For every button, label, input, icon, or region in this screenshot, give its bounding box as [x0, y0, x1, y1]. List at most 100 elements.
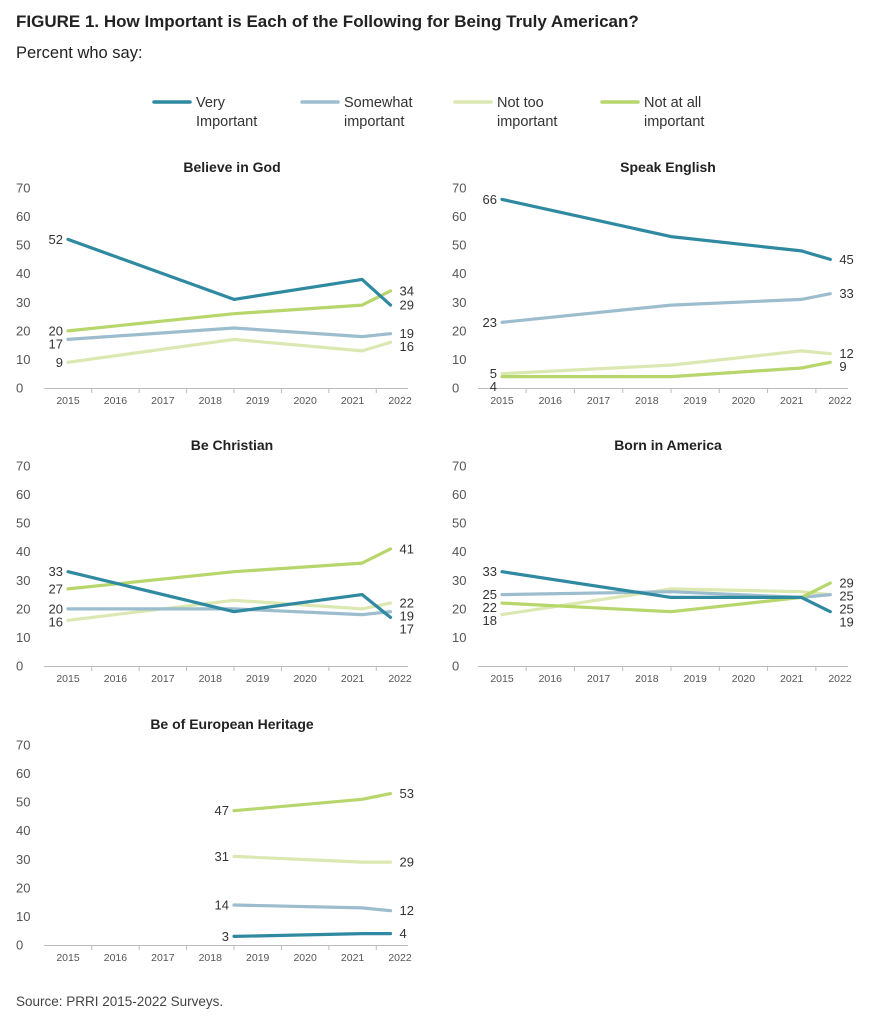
- legend-label-very-important: Very: [196, 95, 226, 111]
- speak-english-y-tick-10: 10: [452, 352, 466, 367]
- believe-in-god-data-label-not-at-all-important: 20: [49, 323, 63, 338]
- speak-english-x-tick-2015: 2015: [490, 395, 514, 407]
- born-in-america-data-label-not-at-all-important: 22: [483, 600, 497, 615]
- born-in-america-data-label-very-important: 33: [483, 564, 497, 579]
- be-of-european-heritage-x-tick-2019: 2019: [246, 952, 270, 964]
- be-of-european-heritage-line-not-at-all-important: [232, 791, 393, 813]
- believe-in-god-line-not-too-important: [66, 337, 393, 364]
- be-christian-data-label-somewhat-important: 19: [400, 609, 414, 624]
- be-of-european-heritage-line-somewhat-important: [232, 903, 393, 913]
- be-of-european-heritage-y-tick-0: 0: [16, 938, 23, 953]
- believe-in-god-y-tick-0: 0: [16, 381, 23, 396]
- speak-english-data-label-not-at-all-important: 4: [490, 379, 497, 394]
- legend-label-very-important: Important: [196, 114, 257, 130]
- be-of-european-heritage-x-tick-2016: 2016: [104, 952, 128, 964]
- be-christian-y-tick-30: 30: [16, 573, 30, 588]
- born-in-america-data-label-not-too-important: 18: [483, 613, 497, 628]
- be-of-european-heritage-data-label-somewhat-important: 12: [400, 903, 414, 918]
- believe-in-god-line-somewhat-important: [66, 326, 393, 341]
- be-of-european-heritage-data-label-somewhat-important: 14: [215, 898, 229, 913]
- line-charts-figure: Very Important Somewhat important Not too imp…: [16, 95, 854, 964]
- speak-english-x-tick-2020: 2020: [732, 395, 756, 407]
- believe-in-god-data-label-very-important: 52: [49, 232, 63, 247]
- be-christian-x-tick-2015: 2015: [56, 673, 80, 685]
- born-in-america-data-label-very-important: 19: [839, 615, 853, 630]
- legend-label-not-at-all-important: Not at all: [644, 95, 701, 111]
- speak-english-y-tick-30: 30: [452, 295, 466, 310]
- born-in-america-x-tick-2021: 2021: [780, 673, 804, 685]
- be-christian-data-label-somewhat-important: 20: [49, 601, 63, 616]
- believe-in-god-data-label-not-too-important: 9: [56, 355, 63, 370]
- born-in-america-y-tick-40: 40: [452, 544, 466, 559]
- born-in-america-x-tick-2017: 2017: [587, 673, 611, 685]
- be-christian-y-tick-40: 40: [16, 544, 30, 559]
- speak-english-x-tick-2018: 2018: [635, 395, 659, 407]
- believe-in-god-y-tick-40: 40: [16, 266, 30, 281]
- be-of-european-heritage-x-tick-2015: 2015: [56, 952, 80, 964]
- born-in-america-x-tick-2016: 2016: [539, 673, 563, 685]
- born-in-america-title: Born in America: [614, 437, 722, 453]
- be-christian-x-tick-2020: 2020: [293, 673, 317, 685]
- believe-in-god-data-label-somewhat-important: 19: [400, 326, 414, 341]
- source-note: Source: PRRI 2015-2022 Surveys.: [16, 994, 224, 1009]
- speak-english-title: Speak English: [620, 159, 716, 175]
- believe-in-god-x-tick-2015: 2015: [56, 395, 80, 407]
- believe-in-god-data-label-not-at-all-important: 34: [400, 283, 414, 298]
- be-christian-line-very-important: [66, 570, 393, 620]
- speak-english-data-label-very-important: 66: [483, 192, 497, 207]
- be-christian-x-tick-2016: 2016: [104, 673, 128, 685]
- be-of-european-heritage-y-tick-70: 70: [16, 738, 30, 753]
- be-christian-y-tick-50: 50: [16, 516, 30, 531]
- be-christian-x-tick-2021: 2021: [341, 673, 365, 685]
- born-in-america-x-tick-2019: 2019: [683, 673, 707, 685]
- believe-in-god-x-tick-2022: 2022: [388, 395, 412, 407]
- be-of-european-heritage-y-tick-30: 30: [16, 852, 30, 867]
- be-of-european-heritage-x-tick-2022: 2022: [388, 952, 412, 964]
- be-christian-line-somewhat-important: [66, 607, 393, 617]
- legend-label-somewhat-important: Somewhat: [344, 95, 413, 111]
- born-in-america-line-very-important: [500, 570, 832, 614]
- believe-in-god-data-label-somewhat-important: 17: [49, 336, 63, 351]
- believe-in-god-y-tick-60: 60: [16, 209, 30, 224]
- be-of-european-heritage-data-label-very-important: 3: [222, 929, 229, 944]
- believe-in-god-x-tick-2019: 2019: [246, 395, 270, 407]
- believe-in-god-y-tick-70: 70: [16, 181, 30, 196]
- be-christian-y-tick-10: 10: [16, 630, 30, 645]
- speak-english-line-not-at-all-important: [500, 360, 832, 379]
- be-of-european-heritage-x-tick-2017: 2017: [151, 952, 175, 964]
- legend-label-not-too-important: Not too: [497, 95, 544, 111]
- be-christian-data-label-not-at-all-important: 41: [400, 541, 414, 556]
- believe-in-god-line-not-at-all-important: [66, 289, 393, 333]
- believe-in-god-y-tick-30: 30: [16, 295, 30, 310]
- believe-in-god-data-label-very-important: 29: [400, 298, 414, 313]
- born-in-america-data-label-somewhat-important: 25: [483, 587, 497, 602]
- believe-in-god-title: Believe in God: [183, 159, 280, 175]
- speak-english-x-tick-2017: 2017: [587, 395, 611, 407]
- be-of-european-heritage-y-tick-20: 20: [16, 880, 30, 895]
- be-christian-y-tick-70: 70: [16, 459, 30, 474]
- born-in-america-y-tick-0: 0: [452, 659, 459, 674]
- be-christian-x-tick-2018: 2018: [199, 673, 223, 685]
- believe-in-god-y-tick-20: 20: [16, 323, 30, 338]
- born-in-america-line-not-too-important: [500, 587, 832, 617]
- be-christian-y-tick-0: 0: [16, 659, 23, 674]
- be-christian-x-tick-2019: 2019: [246, 673, 270, 685]
- be-of-european-heritage-y-tick-10: 10: [16, 909, 30, 924]
- be-of-european-heritage-title: Be of European Heritage: [150, 716, 314, 732]
- be-christian-data-label-very-important: 17: [400, 622, 414, 637]
- be-of-european-heritage-data-label-very-important: 4: [400, 926, 407, 941]
- speak-english-x-tick-2021: 2021: [780, 395, 804, 407]
- born-in-america-line-not-at-all-important: [500, 581, 832, 614]
- believe-in-god-x-tick-2020: 2020: [293, 395, 317, 407]
- speak-english-y-tick-60: 60: [452, 209, 466, 224]
- born-in-america-data-label-somewhat-important: 25: [839, 589, 853, 604]
- be-of-european-heritage-x-tick-2021: 2021: [341, 952, 365, 964]
- be-of-european-heritage-x-tick-2020: 2020: [293, 952, 317, 964]
- legend-label-not-at-all-important: important: [644, 114, 704, 130]
- be-christian-data-label-not-too-important: 22: [400, 596, 414, 611]
- speak-english-data-label-somewhat-important: 33: [839, 286, 853, 301]
- be-of-european-heritage-y-tick-60: 60: [16, 766, 30, 781]
- legend-label-somewhat-important: important: [344, 114, 404, 130]
- be-of-european-heritage-line-not-too-important: [232, 854, 393, 864]
- speak-english-line-somewhat-important: [500, 292, 832, 324]
